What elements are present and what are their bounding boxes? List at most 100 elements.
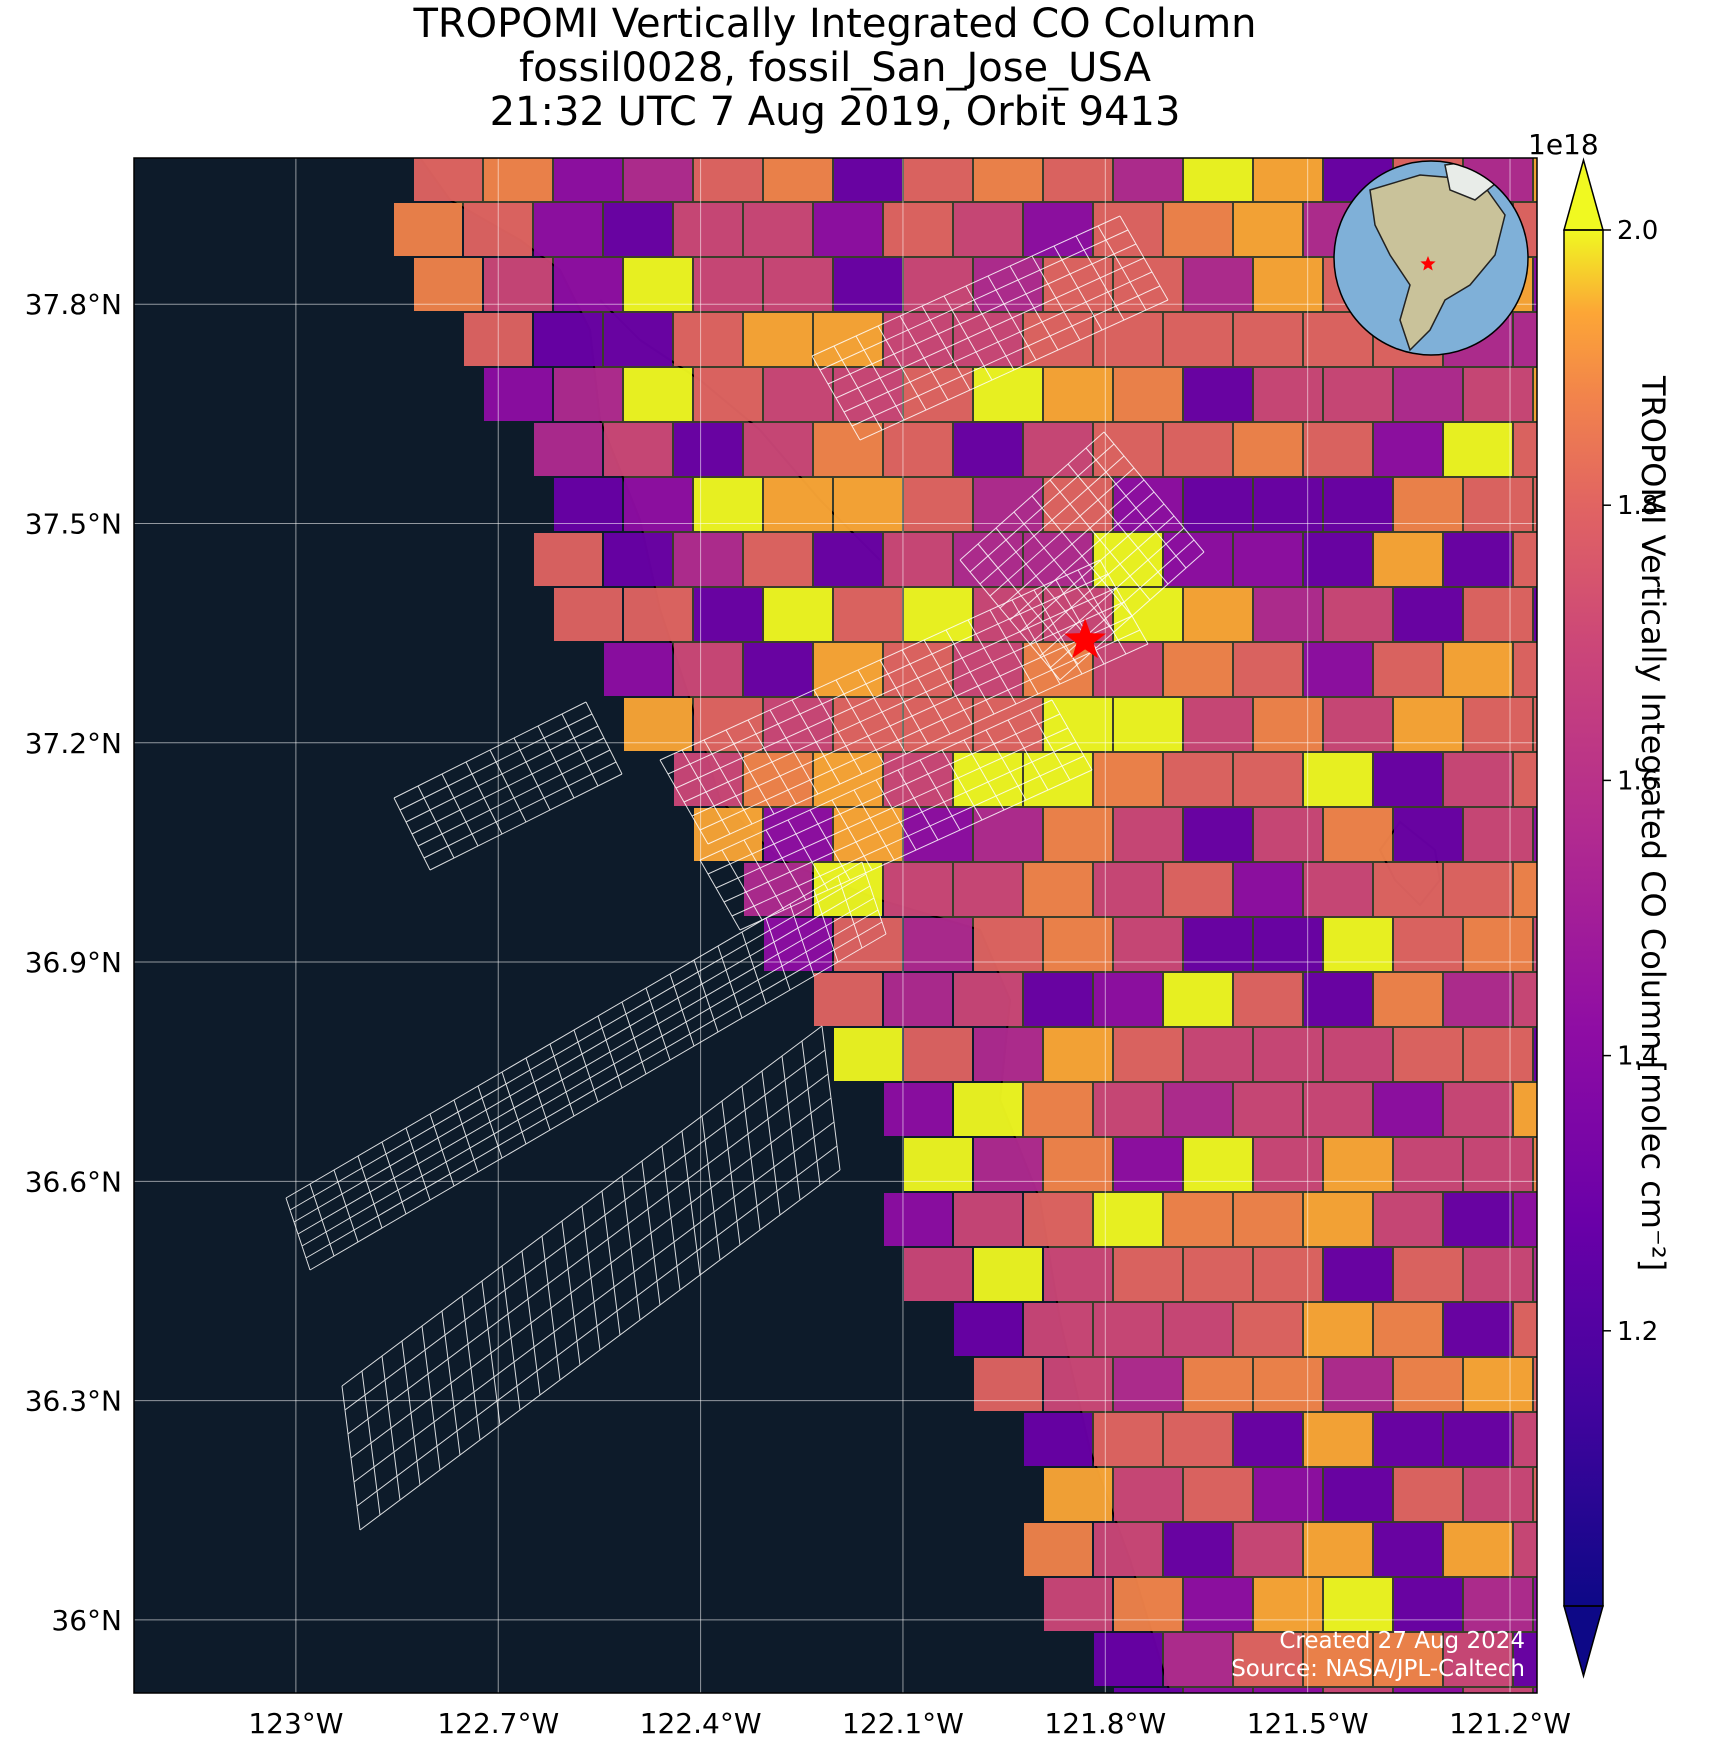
tropomi-pixel [1094, 1303, 1162, 1356]
tropomi-pixel [1254, 808, 1322, 861]
tropomi-pixel [1254, 258, 1322, 311]
tropomi-pixel [764, 478, 832, 531]
tropomi-pixel [1114, 1688, 1182, 1693]
tropomi-pixel [1514, 973, 1537, 1026]
tropomi-pixel [834, 1028, 902, 1081]
tropomi-pixel [1024, 1523, 1092, 1576]
tropomi-pixel [884, 863, 952, 916]
colorbar-tick-label: 2.0 [1617, 216, 1658, 246]
tropomi-pixel [674, 423, 742, 476]
tropomi-pixel [1604, 1468, 1672, 1521]
tropomi-pixel [1114, 1358, 1182, 1411]
colorbar-tick-label: 1.8 [1617, 491, 1658, 521]
tropomi-pixel [694, 588, 762, 641]
tropomi-pixel [1444, 643, 1512, 696]
tropomi-pixel [674, 643, 742, 696]
tropomi-pixel [1394, 588, 1462, 641]
tropomi-pixels [394, 148, 1672, 1693]
colorbar-max-extend [1563, 157, 1604, 231]
tropomi-pixel [974, 698, 1042, 751]
tropomi-pixel [1444, 863, 1512, 916]
tropomi-pixel [1534, 698, 1537, 751]
tropomi-pixel [1094, 863, 1162, 916]
tropomi-pixel [904, 698, 972, 751]
tropomi-pixel [1024, 753, 1092, 806]
map-title: TROPOMI Vertically Integrated CO Column … [0, 2, 1670, 134]
tropomi-pixel [1374, 753, 1442, 806]
tropomi-pixel [814, 533, 882, 586]
tropomi-pixel [834, 808, 902, 861]
tropomi-pixel [1094, 313, 1162, 366]
tropomi-pixel [694, 478, 762, 531]
tropomi-pixel [904, 258, 972, 311]
tropomi-pixel [1324, 1578, 1392, 1631]
tropomi-pixel [814, 973, 882, 1026]
tropomi-pixel [1234, 1633, 1302, 1686]
tropomi-pixel [394, 203, 462, 256]
tropomi-pixel [904, 1028, 972, 1081]
lon-tick-label: 122.7°W [437, 1707, 559, 1740]
tropomi-pixel [974, 1248, 1042, 1301]
tropomi-pixel [1394, 1358, 1462, 1411]
tropomi-pixel [814, 753, 882, 806]
credit-source: Source: NASA/JPL-Caltech [1231, 1656, 1525, 1682]
colorbar-gradient [1564, 230, 1603, 1606]
tropomi-pixel [1234, 1303, 1302, 1356]
tropomi-pixel [414, 158, 482, 201]
tropomi-pixel [624, 478, 692, 531]
tropomi-pixel [624, 258, 692, 311]
tropomi-pixel [1464, 808, 1532, 861]
tropomi-pixel [1444, 1633, 1512, 1686]
tropomi-pixel [1374, 1413, 1442, 1466]
tropomi-pixel [1254, 918, 1322, 971]
gridlines [134, 158, 1537, 1693]
footprint-grid-6 [811, 215, 1169, 441]
tropomi-pixel [1024, 1083, 1092, 1136]
tropomi-pixel [1464, 1578, 1532, 1631]
tropomi-pixel [1584, 1633, 1652, 1686]
tropomi-pixel [1534, 1138, 1537, 1191]
tropomi-pixel [1044, 1138, 1112, 1191]
footprint-grid-5 [341, 1025, 841, 1531]
tropomi-pixel [1164, 1083, 1232, 1136]
tropomi-pixel [1094, 1413, 1162, 1466]
tropomi-pixel [904, 158, 972, 201]
tropomi-pixel [1044, 1358, 1112, 1411]
tropomi-pixel [534, 423, 602, 476]
tropomi-pixel [1094, 1083, 1162, 1136]
tropomi-pixel [1374, 423, 1442, 476]
tropomi-pixel [1534, 1358, 1537, 1411]
footprint-grid-4 [285, 861, 887, 1271]
tropomi-pixel [1534, 258, 1537, 311]
tropomi-pixel [1514, 643, 1537, 696]
tropomi-pixel [624, 158, 692, 201]
tropomi-pixel [604, 313, 672, 366]
lon-tick-label: 121.2°W [1449, 1707, 1571, 1740]
tropomi-pixel [1114, 698, 1182, 751]
tropomi-pixel [1514, 1193, 1537, 1246]
lat-tick-label: 37.8°N [25, 288, 122, 321]
globe-star-icon [1420, 256, 1436, 271]
map-area[interactable] [134, 148, 1672, 1741]
tropomi-pixel [1234, 973, 1302, 1026]
colorbar-tick-label: 1.2 [1617, 1317, 1658, 1347]
tropomi-pixel [1234, 753, 1302, 806]
tropomi-pixel [974, 158, 1042, 201]
tropomi-pixel [1024, 1413, 1092, 1466]
tropomi-pixel [1304, 533, 1372, 586]
tropomi-pixel [834, 478, 902, 531]
tropomi-pixel [1044, 1248, 1112, 1301]
tropomi-pixel [1164, 1523, 1232, 1576]
tropomi-pixel [1514, 753, 1537, 806]
lon-tick-label: 121.5°W [1247, 1707, 1369, 1740]
tropomi-pixel [1444, 973, 1512, 1026]
credit-created: Created 27 Aug 2024 [1279, 1628, 1525, 1654]
tropomi-pixel [1304, 753, 1372, 806]
tropomi-pixel [1164, 1413, 1232, 1466]
tropomi-pixel [1044, 1028, 1112, 1081]
tropomi-pixel [1184, 698, 1252, 751]
tropomi-pixel [534, 313, 602, 366]
tropomi-pixel [1604, 148, 1672, 201]
tropomi-pixel [1514, 533, 1537, 586]
tropomi-pixel [1464, 1358, 1532, 1411]
